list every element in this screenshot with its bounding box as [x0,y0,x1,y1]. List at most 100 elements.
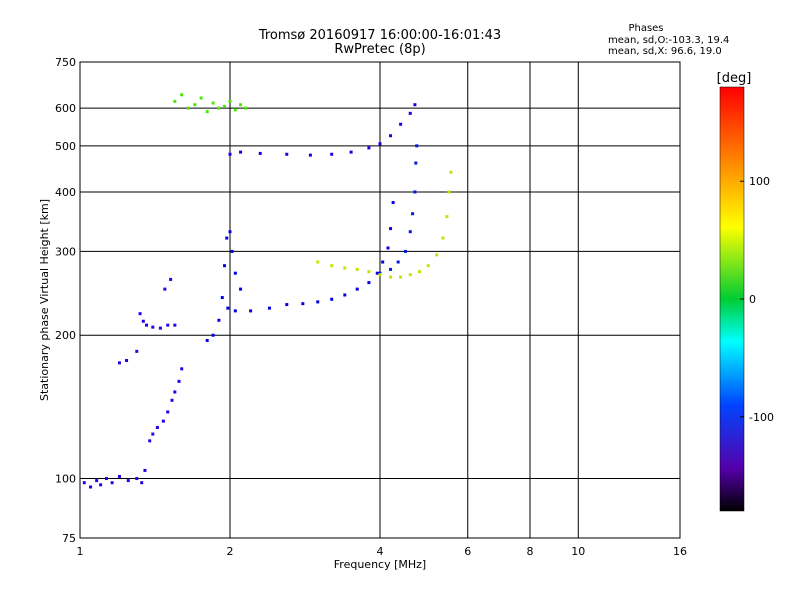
legend-line-x: mean, sd,X: 96.6, 19.0 [608,46,722,57]
data-point [148,439,152,443]
data-point [82,481,86,485]
colorbar-ticks: 100 0 -100 [740,175,774,424]
data-point [186,106,190,110]
data-point [447,190,451,194]
data-point [426,264,430,268]
data-point [228,99,232,103]
data-point [177,379,181,383]
data-point [403,249,407,253]
data-point [330,297,334,301]
data-point [135,477,139,481]
data-point [389,275,393,279]
y-tick-label: 100 [55,473,76,486]
data-point [389,134,393,138]
data-point [267,306,271,310]
data-point [228,152,232,156]
data-point [223,104,227,108]
data-point [233,309,237,313]
data-point [125,358,129,362]
data-point [308,153,312,157]
colorbar-tick-label: 100 [749,175,770,188]
y-axis-label: Stationary phase Virtual Height [km] [38,199,51,401]
data-point [223,264,227,268]
data-point [89,485,93,489]
y-tick-label: 600 [55,102,76,115]
data-point [408,273,412,277]
data-point [117,474,121,478]
data-point [145,323,149,327]
data-point [166,410,170,414]
data-point [343,266,347,270]
data-point [316,300,320,304]
data-point [117,361,121,365]
data-point [233,108,237,112]
data-point [445,215,449,219]
data-point [301,302,305,306]
data-point [316,260,320,264]
x-axis-label: Frequency [MHz] [334,558,426,571]
data-point [391,201,395,205]
data-point [239,150,243,154]
legend-line-o: mean, sd,O:-103.3, 19.4 [608,35,729,46]
x-tick-label: 4 [377,545,384,558]
data-points [82,93,453,489]
data-point [381,260,385,264]
data-point [199,96,203,100]
data-point [249,309,253,313]
data-point [151,325,155,329]
data-point [151,432,155,436]
data-point [417,270,421,274]
data-point [225,236,229,240]
data-point [205,338,209,342]
y-tick-label: 500 [55,140,76,153]
data-point [104,477,108,481]
data-point [378,273,382,277]
x-tick-label: 8 [527,545,534,558]
data-point [193,103,197,107]
data-point [173,99,177,103]
data-point [413,190,417,194]
data-point [141,319,145,323]
data-point [163,287,167,291]
x-tick-label: 1 [77,545,84,558]
x-tick-label: 16 [673,545,687,558]
x-tick-label: 2 [227,545,234,558]
data-point [415,144,419,148]
data-point [408,111,412,115]
data-point [155,425,159,429]
data-point [161,419,165,423]
data-point [230,249,234,253]
data-point [126,479,130,483]
data-point [211,333,215,337]
y-tick-label: 200 [55,329,76,342]
y-tick-label: 400 [55,186,76,199]
colorbar-label: [deg] [717,71,752,86]
data-point [355,267,359,271]
data-point [408,230,412,234]
data-point [441,236,445,240]
y-tick-label: 75 [62,532,76,545]
data-point [399,275,403,279]
data-point [399,122,403,126]
data-point [389,267,393,271]
data-point [169,277,173,281]
data-point [413,103,417,107]
data-point [378,142,382,146]
data-point [99,483,103,487]
x-tick-label: 10 [571,545,585,558]
data-point [138,312,142,316]
data-point [211,101,215,105]
data-point [330,264,334,268]
data-point [285,152,289,156]
colorbar-tick-label: 0 [749,293,756,306]
data-point [239,103,243,107]
data-point [414,161,418,165]
data-point [355,287,359,291]
y-axis-ticks: 75 100 200 300 400 500 600 750 [55,56,76,545]
data-point [158,326,162,330]
data-point [166,323,170,327]
data-point [140,481,144,485]
data-point [375,271,379,275]
data-point [228,230,232,234]
